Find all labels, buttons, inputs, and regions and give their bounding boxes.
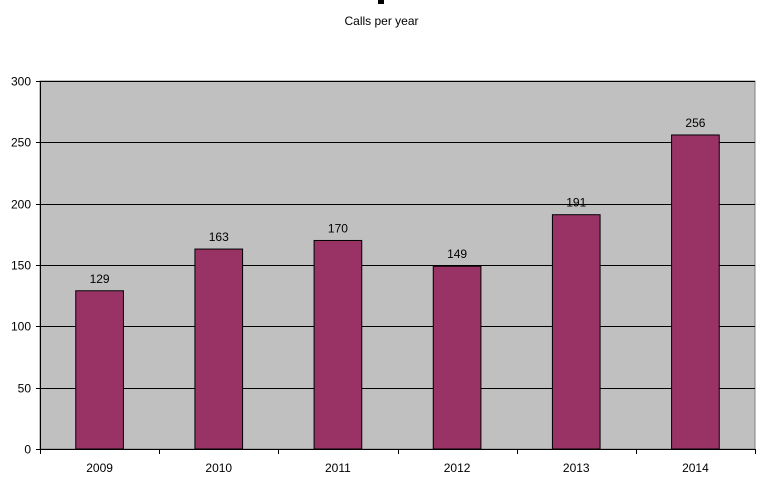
- bar: [671, 134, 720, 450]
- bar: [313, 239, 363, 450]
- data-label: 256: [685, 116, 705, 130]
- bar: [194, 248, 244, 450]
- bar: [432, 265, 482, 450]
- data-label: 191: [566, 196, 586, 210]
- x-tick-label: 2013: [563, 461, 590, 475]
- chart-title: Calls per year: [344, 14, 419, 28]
- title-top-mark: [378, 0, 384, 4]
- y-tick-label: 300: [11, 75, 31, 89]
- x-tick-label: 2010: [205, 461, 232, 475]
- data-label: 149: [447, 247, 467, 261]
- x-tick-label: 2009: [86, 461, 113, 475]
- y-tick-label: 0: [24, 443, 31, 457]
- data-label: 129: [90, 272, 110, 286]
- data-label: 163: [209, 230, 229, 244]
- x-tick-label: 2012: [444, 461, 471, 475]
- axes-layer: [36, 81, 756, 454]
- x-tick-label: 2014: [682, 461, 709, 475]
- y-tick-label: 150: [11, 259, 31, 273]
- y-tick-label: 50: [18, 382, 32, 396]
- bar: [75, 290, 124, 450]
- data-label: 170: [328, 221, 348, 235]
- bar: [551, 214, 601, 450]
- gridlines-layer: [40, 81, 755, 389]
- bars-layer: [75, 134, 720, 450]
- labels-layer: 0 50 100 150 200 250 300 129 2009 163 2010 170 2011 1…: [11, 75, 709, 476]
- x-tick-label: 2011: [325, 461, 351, 475]
- y-tick-label: 250: [11, 136, 31, 150]
- y-tick-label: 100: [11, 320, 31, 334]
- y-tick-label: 200: [11, 198, 31, 212]
